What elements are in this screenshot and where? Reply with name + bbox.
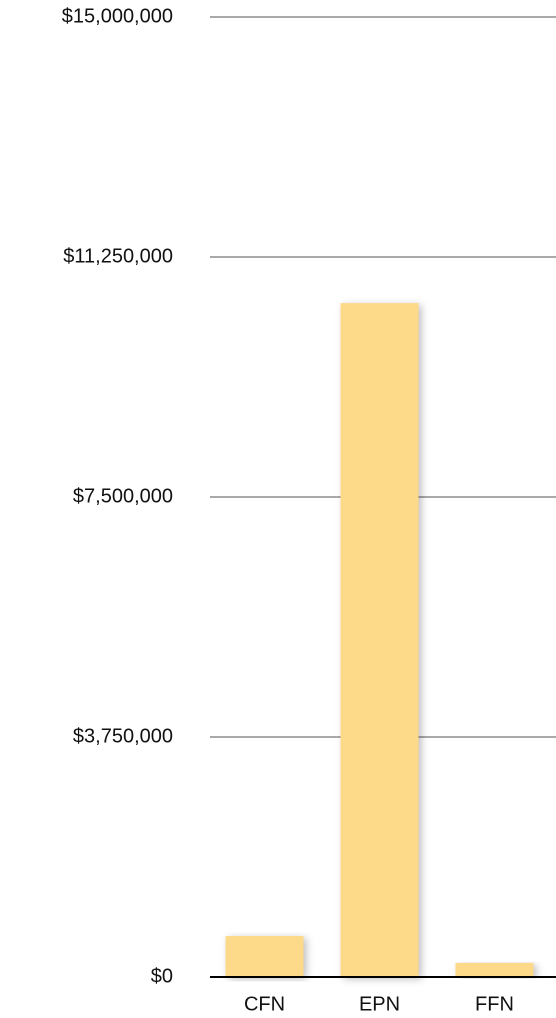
y-tick-label: $0: [151, 965, 173, 987]
x-tick-label: FFN: [475, 993, 514, 1015]
bar: [455, 962, 534, 977]
bar: [225, 936, 304, 977]
y-tick-label: $3,750,000: [73, 725, 173, 747]
y-tick-label: $11,250,000: [63, 245, 173, 267]
y-tick-label: $7,500,000: [73, 485, 173, 507]
bar: [340, 303, 419, 978]
y-tick-label: $15,000,000: [62, 5, 173, 27]
x-tick-label: EPN: [359, 993, 400, 1015]
x-tick-label: CFN: [244, 993, 285, 1015]
